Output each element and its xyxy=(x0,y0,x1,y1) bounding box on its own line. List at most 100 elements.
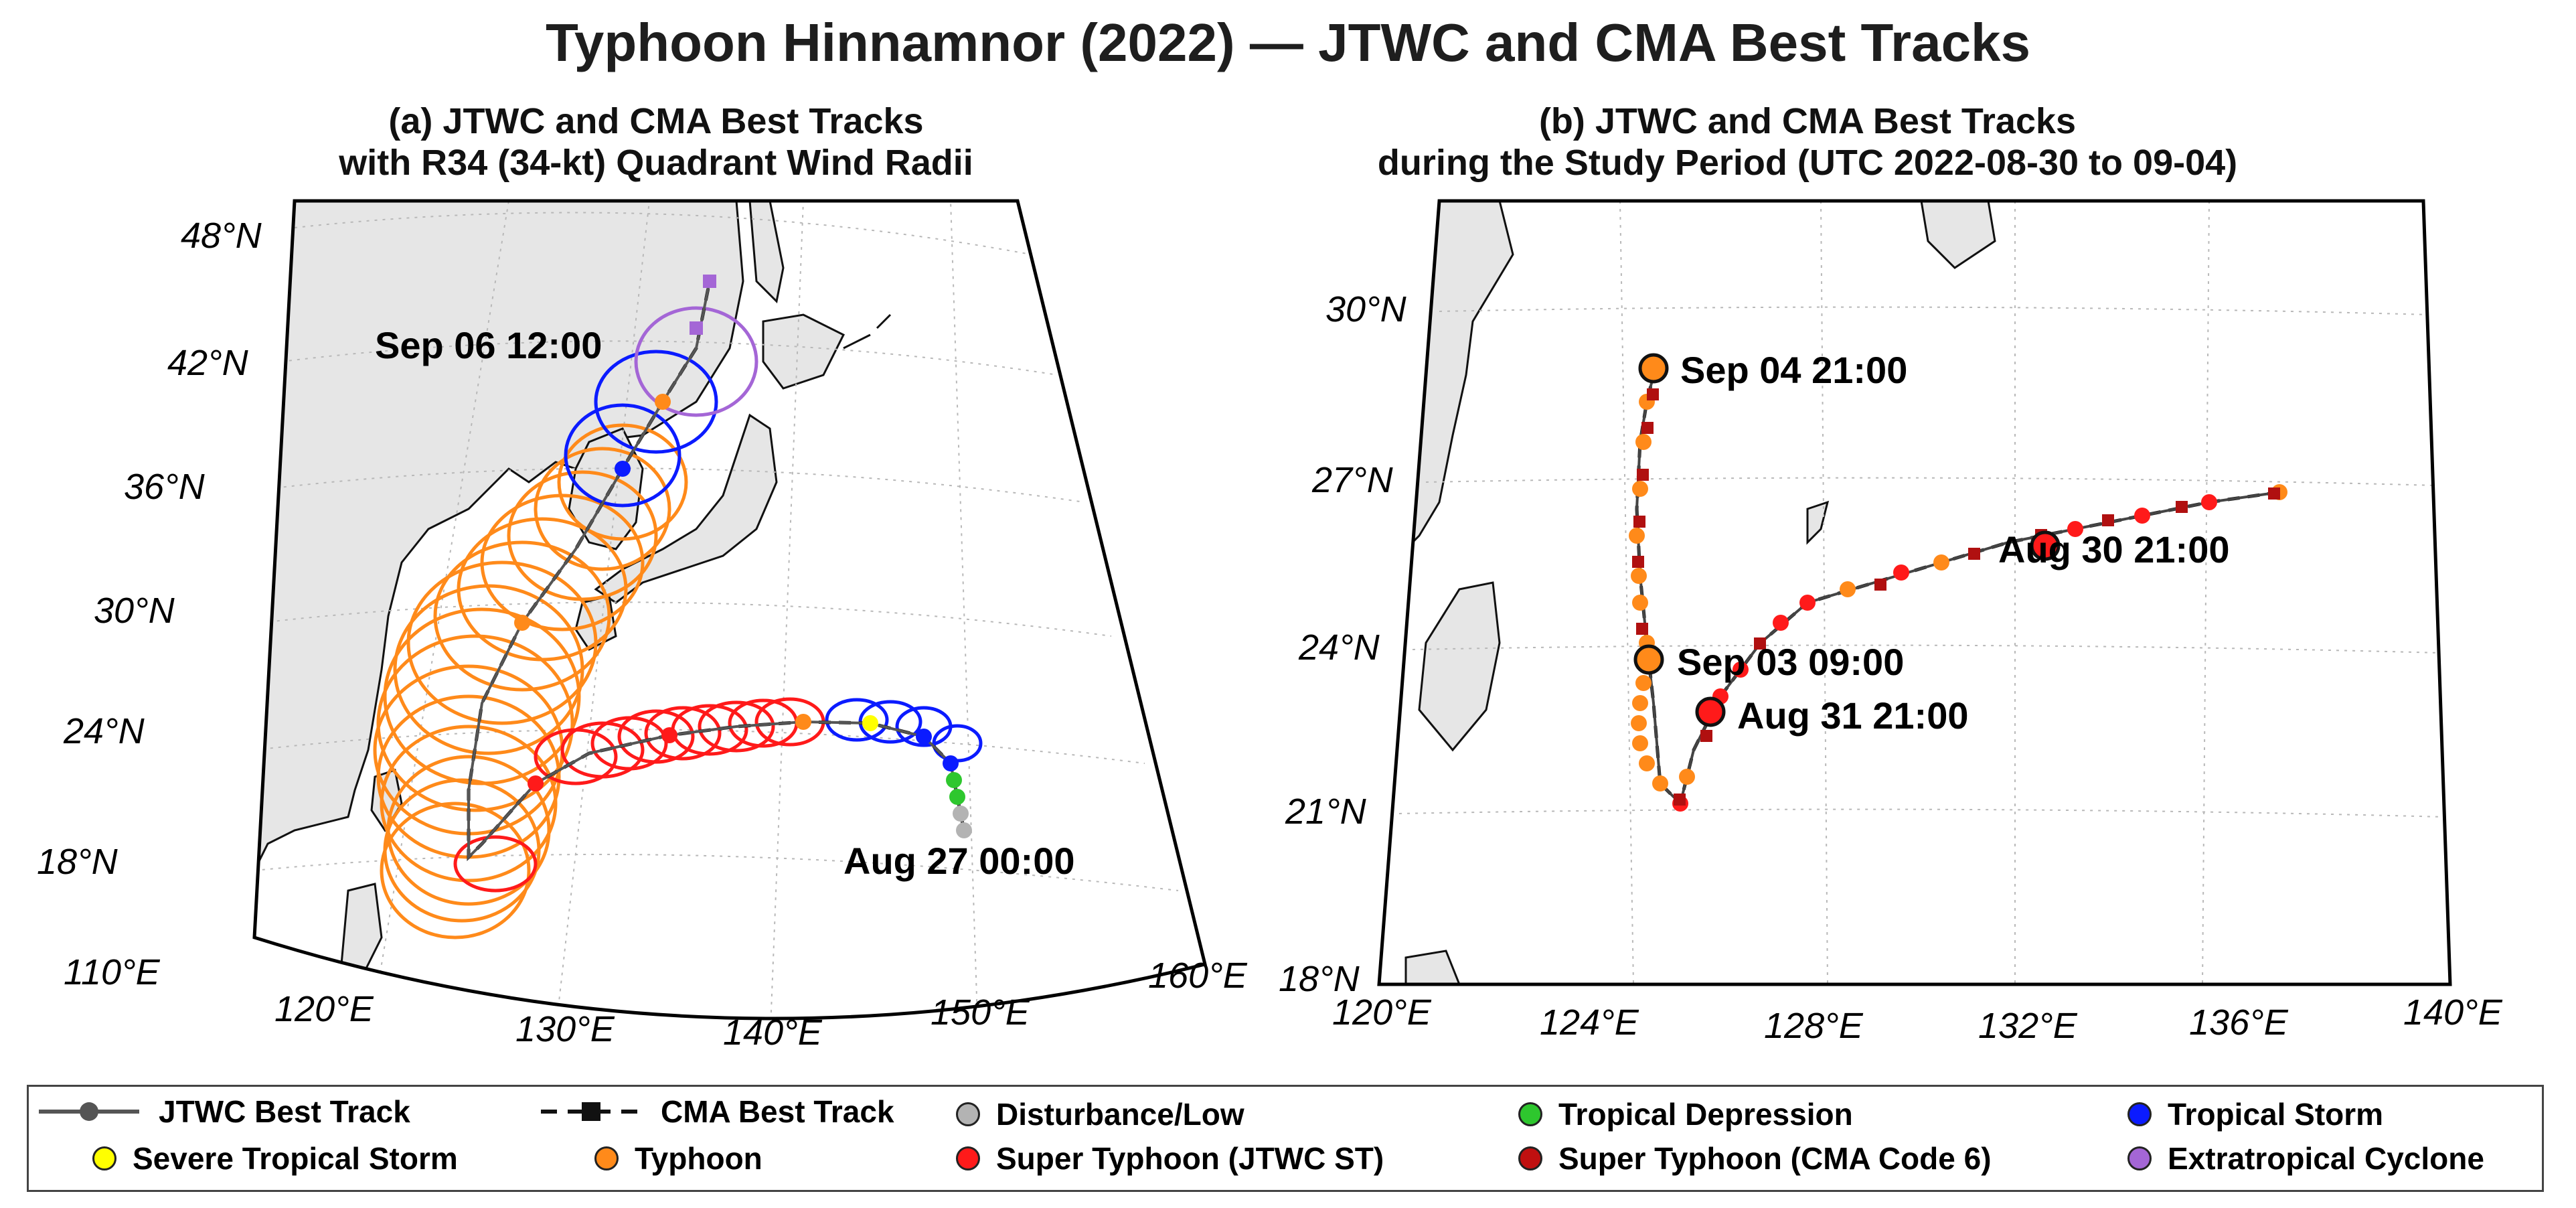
panel-b-title-line1: (b) JTWC and CMA Best Tracks xyxy=(1538,101,2077,141)
panel-a-track-points xyxy=(514,275,972,838)
panel-a-frame xyxy=(252,199,1208,1021)
sts-dot-icon xyxy=(92,1146,116,1171)
panel-a-lon-140: 140°E xyxy=(723,1012,823,1053)
point-disturbance xyxy=(953,806,969,822)
point-td xyxy=(949,789,965,805)
panel-a-lat-30: 30°N xyxy=(94,591,175,631)
panel-a-lat-18: 18°N xyxy=(37,842,118,882)
point-ty xyxy=(514,615,530,631)
point-ts xyxy=(615,461,631,477)
point-ts xyxy=(916,729,932,745)
point-ts xyxy=(943,755,959,771)
disturbance-dot-icon xyxy=(956,1102,980,1126)
point-et-cma xyxy=(703,275,716,288)
panel-b-lat-21: 21°N xyxy=(1285,791,1367,832)
panel-b-lon-124: 124°E xyxy=(1540,1002,1639,1043)
legend-label-ty: Typhoon xyxy=(635,1141,762,1176)
legend-item-sts: Severe Tropical Storm xyxy=(92,1140,458,1177)
sakhalin xyxy=(748,201,785,304)
point-sty xyxy=(1773,615,1789,631)
panel-a-title: (a) JTWC and CMA Best Tracks with R34 (3… xyxy=(154,100,1158,183)
point-ty xyxy=(655,394,671,410)
highlight-sep03 xyxy=(1633,644,1664,675)
panel-b-cma-track xyxy=(1635,374,2280,807)
point-sty xyxy=(528,775,544,791)
panel-a-graticule xyxy=(254,201,1179,1018)
panel-b-graticule xyxy=(1398,201,2444,984)
panel-b-lat-27: 27°N xyxy=(1311,460,1394,500)
point-sty-cma xyxy=(2176,501,2188,513)
point-ty xyxy=(1840,581,1856,597)
legend-item-sty-cma: Super Typhoon (CMA Code 6) xyxy=(1518,1140,1992,1177)
panel-b-map: 30°N 27°N 24°N 21°N 18°N 120°E 124°E 128… xyxy=(1279,199,2503,1046)
panel-a-lon-110: 110°E xyxy=(64,952,161,992)
panel-a-annotation-aug27: Aug 27 00:00 xyxy=(843,840,1075,882)
panel-b-lon-128: 128°E xyxy=(1764,1006,1864,1046)
point-ty xyxy=(1631,715,1647,731)
point-ty xyxy=(1639,755,1655,771)
legend-item-et: Extratropical Cyclone xyxy=(2127,1140,2484,1177)
point-ty xyxy=(1632,735,1648,751)
point-ty xyxy=(1933,554,1949,571)
panel-b-frame xyxy=(1377,199,2452,986)
panel-a-lat-36: 36°N xyxy=(124,467,206,507)
r34-extratropical-rings xyxy=(634,306,758,417)
panel-a-jtwc-track xyxy=(467,281,965,860)
ty-dot-icon xyxy=(594,1146,619,1171)
point-sty-cma xyxy=(1641,422,1654,434)
philippines-luzon xyxy=(340,883,383,980)
point-sty xyxy=(1893,564,1909,581)
r34-tropical-storm-rings xyxy=(564,350,983,763)
point-sty-cma xyxy=(1633,516,1645,528)
panel-b-annotation-sep03: Sep 03 09:00 xyxy=(1677,641,1904,683)
legend-label-disturbance: Disturbance/Low xyxy=(996,1097,1244,1132)
point-sty xyxy=(2201,494,2217,510)
point-sty-cma xyxy=(1700,730,1712,742)
panel-b-okinawa xyxy=(1806,500,1830,545)
point-ty xyxy=(1635,675,1652,691)
legend-label-sts: Severe Tropical Storm xyxy=(133,1141,458,1176)
panel-b-lat-24: 24°N xyxy=(1298,627,1380,668)
legend-item-ts: Tropical Storm xyxy=(2127,1096,2383,1132)
point-ty xyxy=(1679,769,1695,785)
et-dot-icon xyxy=(2127,1146,2152,1171)
point-sty xyxy=(661,727,677,743)
japan-hokkaido xyxy=(762,313,846,390)
point-sty xyxy=(2067,521,2083,537)
panel-b-track-points xyxy=(1629,388,2287,812)
sty-cma-dot-icon xyxy=(1518,1146,1542,1171)
highlight-aug30 xyxy=(2030,530,2061,561)
panel-b-lat-30: 30°N xyxy=(1325,289,1407,329)
cma-dashed-line-icon xyxy=(541,1102,641,1121)
point-sty-cma xyxy=(1636,623,1648,635)
td-dot-icon xyxy=(1518,1102,1542,1126)
highlight-aug31 xyxy=(1695,696,1726,727)
legend-item-sty-jtwc: Super Typhoon (JTWC ST) xyxy=(956,1140,1384,1177)
panel-a-lon-130: 130°E xyxy=(515,1009,615,1049)
point-ty xyxy=(1652,775,1668,791)
point-sty xyxy=(1733,662,1749,678)
point-sty-cma xyxy=(1754,637,1766,650)
legend-label-jtwc: JTWC Best Track xyxy=(159,1094,410,1129)
legend-item-td: Tropical Depression xyxy=(1518,1096,1853,1132)
point-sty-cma xyxy=(1632,556,1644,568)
panel-b-lon-120: 120°E xyxy=(1332,992,1432,1033)
highlight-sep04 xyxy=(1638,353,1669,384)
point-sty-cma xyxy=(2268,487,2280,500)
legend-label-td: Tropical Depression xyxy=(1558,1097,1853,1132)
point-sty-cma xyxy=(1674,794,1686,806)
kuril-islands xyxy=(843,313,892,350)
point-disturbance xyxy=(956,822,972,838)
ts-dot-icon xyxy=(2127,1102,2152,1126)
point-sts xyxy=(862,715,878,731)
panel-a-lon-150: 150°E xyxy=(931,992,1030,1033)
china-coast xyxy=(1404,201,1514,552)
panel-b-title: (b) JTWC and CMA Best Tracks during the … xyxy=(1305,100,2310,183)
panel-a-title-line1: (a) JTWC and CMA Best Tracks xyxy=(388,101,924,141)
point-ty xyxy=(1629,528,1645,544)
legend: JTWC Best Track CMA Best Track Disturban… xyxy=(27,1085,2544,1192)
panel-b-annotation-sep04: Sep 04 21:00 xyxy=(1680,349,1907,391)
point-sty xyxy=(2134,508,2150,524)
legend-label-cma: CMA Best Track xyxy=(661,1094,894,1129)
jtwc-line-icon xyxy=(39,1102,139,1121)
